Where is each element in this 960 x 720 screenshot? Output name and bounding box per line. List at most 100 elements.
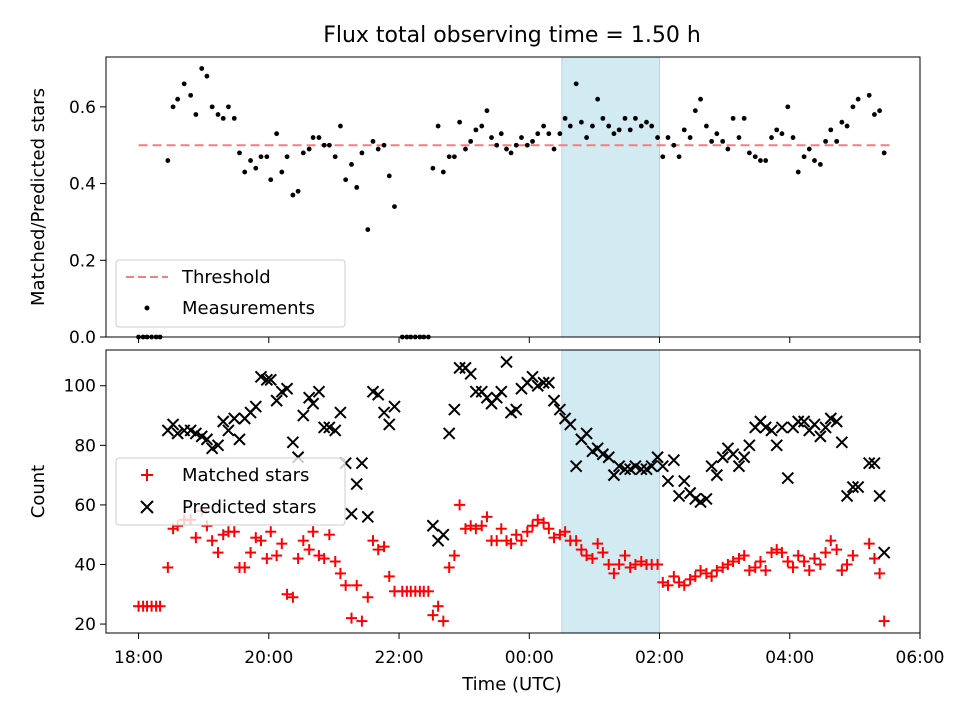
measurement-point (386, 173, 392, 179)
observing-window-highlight (561, 56, 661, 338)
y-tick-label: 0.6 (69, 98, 96, 118)
measurement-point (578, 119, 584, 125)
predicted-star-point (612, 459, 626, 473)
predicted-star-point (667, 454, 681, 467)
predicted-star-point (710, 468, 724, 482)
measurement-point (704, 123, 709, 129)
matched-star-point (281, 588, 293, 600)
measurement-point (541, 123, 547, 129)
matched-star-point (437, 615, 449, 627)
matched-star-point (863, 538, 875, 550)
matched-star-point (831, 544, 843, 556)
measurement-point (567, 123, 573, 129)
predicted-star-point (716, 451, 729, 464)
measurement-point (349, 161, 354, 167)
predicted-star-point (819, 421, 832, 434)
count-legend: Matched stars Predicted stars (115, 457, 346, 526)
predicted-star-point (334, 406, 347, 419)
matched-star-point (782, 556, 794, 568)
ratio-panel-frame (105, 56, 921, 338)
measurement-point (595, 96, 601, 102)
predicted-star-point (453, 361, 466, 375)
measurement-point (730, 115, 736, 121)
matched-star-point (303, 544, 315, 556)
measurement-point (343, 177, 349, 183)
matched-star-point (668, 570, 680, 582)
matched-star-point (510, 529, 522, 541)
predicted-star-point (645, 459, 658, 473)
matched-star-point (383, 570, 395, 582)
measurement-point (725, 146, 731, 152)
predicted-star-point (297, 409, 310, 422)
matched-star-point (695, 564, 707, 576)
predicted-star-point (661, 474, 675, 488)
measurement-point (828, 127, 834, 133)
predicted-star-point (694, 495, 707, 509)
measurement-point (687, 135, 693, 140)
matched-star-point (245, 547, 257, 559)
predicted-star-point (500, 355, 513, 369)
measurement-point (284, 154, 290, 160)
predicted-star-point (553, 403, 567, 416)
measurement-point (242, 169, 248, 175)
measurement-point (175, 96, 181, 102)
measurement-point (638, 123, 644, 129)
predicted-star-point (775, 421, 789, 434)
measurement-point (881, 150, 887, 156)
x-tick-label: 06:00 (896, 648, 945, 668)
predicted-star-point (200, 433, 214, 446)
x-tick-label: 18:00 (114, 648, 163, 668)
predicted-star-point (383, 418, 396, 431)
measurement-point (790, 135, 796, 140)
matched-star-point (454, 499, 466, 511)
y-tick-label: 0.4 (69, 175, 96, 195)
legend-measurements-label: Measurements (182, 298, 315, 319)
matched-star-point (841, 558, 853, 570)
measurement-point (295, 188, 301, 194)
predicted-star-point (254, 370, 268, 384)
predicted-star-point (495, 385, 508, 398)
measurement-point (463, 146, 468, 152)
measurement-point (557, 131, 563, 137)
measurement-point (649, 123, 655, 129)
predicted-star-point (377, 406, 391, 419)
measurement-point (785, 104, 791, 110)
measurement-point (806, 146, 812, 152)
x-axis-label: Time (UTC) (461, 674, 562, 695)
predicted-star-point (824, 412, 837, 425)
matched-star-point (495, 523, 507, 535)
measurement-point (616, 127, 622, 133)
predicted-star-point (726, 448, 740, 461)
predicted-star-point (469, 385, 483, 398)
figure-title: Flux total observing time = 1.50 h (323, 23, 701, 48)
predicted-star-point (580, 427, 593, 440)
matched-star-point (476, 520, 488, 532)
matched-star-point (367, 535, 379, 547)
measurement-point (866, 92, 872, 98)
measurement-point (392, 204, 397, 209)
measurement-point (681, 127, 687, 133)
measurement-point (468, 138, 474, 144)
matched-star-point (297, 535, 309, 547)
predicted-star-point (448, 403, 461, 416)
predicted-star-point (323, 421, 336, 434)
matched-star-point (362, 591, 374, 603)
measurement-point (258, 154, 264, 160)
matched-star-point (346, 612, 358, 624)
predicted-star-point (607, 468, 621, 482)
predicted-star-point (217, 415, 230, 428)
measurement-point (513, 142, 519, 148)
measurement-point (188, 92, 194, 98)
matched-star-point (422, 585, 434, 597)
matched-star-point (261, 553, 273, 565)
predicted-star-point (302, 391, 316, 404)
observing-window-highlight (561, 349, 661, 634)
measurement-point (823, 138, 828, 144)
measurement-point (779, 131, 785, 137)
matched-star-point (847, 550, 859, 562)
matched-star-point (749, 561, 761, 573)
measurement-point (606, 123, 612, 129)
predicted-star-point (705, 459, 718, 473)
matched-star-point (323, 529, 335, 541)
